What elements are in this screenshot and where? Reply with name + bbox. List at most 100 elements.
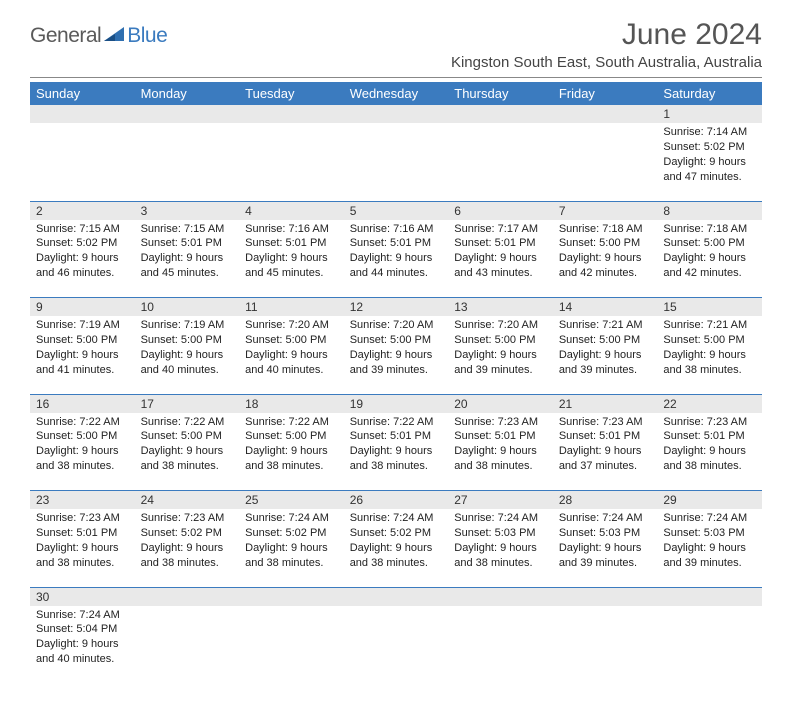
day-number-cell: 18 [239,394,344,413]
week-row: Sunrise: 7:14 AMSunset: 5:02 PMDaylight:… [30,123,762,201]
day-cell: Sunrise: 7:23 AMSunset: 5:01 PMDaylight:… [553,413,658,491]
day-cell: Sunrise: 7:24 AMSunset: 5:02 PMDaylight:… [239,509,344,587]
day-cell: Sunrise: 7:23 AMSunset: 5:01 PMDaylight:… [448,413,553,491]
day-number-cell [553,105,658,123]
day-number-cell [448,587,553,606]
day-cell: Sunrise: 7:14 AMSunset: 5:02 PMDaylight:… [657,123,762,201]
day-number-row: 30 [30,587,762,606]
day-cell-content: Sunrise: 7:18 AMSunset: 5:00 PMDaylight:… [553,220,658,285]
day-cell: Sunrise: 7:16 AMSunset: 5:01 PMDaylight:… [344,220,449,298]
day-number-cell: 28 [553,491,658,510]
day-cell-content: Sunrise: 7:22 AMSunset: 5:00 PMDaylight:… [239,413,344,478]
day-number-cell: 29 [657,491,762,510]
day-cell: Sunrise: 7:19 AMSunset: 5:00 PMDaylight:… [135,316,240,394]
day-number-cell [344,587,449,606]
day-number-cell: 8 [657,201,762,220]
day-cell: Sunrise: 7:22 AMSunset: 5:00 PMDaylight:… [135,413,240,491]
day-cell-content: Sunrise: 7:14 AMSunset: 5:02 PMDaylight:… [657,123,762,188]
logo-triangle-icon [103,25,125,48]
day-cell-content: Sunrise: 7:16 AMSunset: 5:01 PMDaylight:… [239,220,344,285]
day-header: Sunday [30,82,135,105]
day-number-cell [657,587,762,606]
day-number-cell [135,587,240,606]
day-cell-content: Sunrise: 7:17 AMSunset: 5:01 PMDaylight:… [448,220,553,285]
day-cell-content: Sunrise: 7:18 AMSunset: 5:00 PMDaylight:… [657,220,762,285]
day-number-cell: 25 [239,491,344,510]
day-number-cell: 20 [448,394,553,413]
day-cell: Sunrise: 7:15 AMSunset: 5:01 PMDaylight:… [135,220,240,298]
day-number-cell: 4 [239,201,344,220]
day-cell: Sunrise: 7:24 AMSunset: 5:03 PMDaylight:… [657,509,762,587]
day-header: Wednesday [344,82,449,105]
day-number-cell: 13 [448,298,553,317]
week-row: Sunrise: 7:19 AMSunset: 5:00 PMDaylight:… [30,316,762,394]
day-number-cell [448,105,553,123]
day-number-row: 1 [30,105,762,123]
day-number-cell: 16 [30,394,135,413]
day-number-cell: 15 [657,298,762,317]
calendar-page: General Blue June 2024 Kingston South Ea… [0,0,792,702]
day-cell [448,606,553,684]
week-row: Sunrise: 7:22 AMSunset: 5:00 PMDaylight:… [30,413,762,491]
day-cell: Sunrise: 7:21 AMSunset: 5:00 PMDaylight:… [553,316,658,394]
page-subtitle: Kingston South East, South Australia, Au… [451,54,762,71]
day-number-cell [135,105,240,123]
day-cell-content: Sunrise: 7:23 AMSunset: 5:01 PMDaylight:… [448,413,553,478]
day-number-cell: 7 [553,201,658,220]
day-cell-content: Sunrise: 7:24 AMSunset: 5:03 PMDaylight:… [448,509,553,574]
day-header-row: Sunday Monday Tuesday Wednesday Thursday… [30,82,762,105]
day-cell-content: Sunrise: 7:22 AMSunset: 5:01 PMDaylight:… [344,413,449,478]
day-cell: Sunrise: 7:24 AMSunset: 5:03 PMDaylight:… [448,509,553,587]
day-cell-content: Sunrise: 7:20 AMSunset: 5:00 PMDaylight:… [239,316,344,381]
day-cell: Sunrise: 7:22 AMSunset: 5:01 PMDaylight:… [344,413,449,491]
day-number-cell: 23 [30,491,135,510]
day-number-row: 2345678 [30,201,762,220]
logo-text-general: General [30,24,101,48]
day-number-cell: 21 [553,394,658,413]
day-header: Monday [135,82,240,105]
week-row: Sunrise: 7:15 AMSunset: 5:02 PMDaylight:… [30,220,762,298]
day-number-row: 9101112131415 [30,298,762,317]
day-cell [344,123,449,201]
day-cell: Sunrise: 7:16 AMSunset: 5:01 PMDaylight:… [239,220,344,298]
day-header: Thursday [448,82,553,105]
day-number-cell [553,587,658,606]
day-number-row: 16171819202122 [30,394,762,413]
day-number-cell: 19 [344,394,449,413]
page-header: General Blue June 2024 Kingston South Ea… [30,18,762,78]
day-cell-content: Sunrise: 7:24 AMSunset: 5:04 PMDaylight:… [30,606,135,671]
calendar-table: Sunday Monday Tuesday Wednesday Thursday… [30,82,762,684]
day-header: Tuesday [239,82,344,105]
day-number-cell: 6 [448,201,553,220]
day-cell-content: Sunrise: 7:16 AMSunset: 5:01 PMDaylight:… [344,220,449,285]
day-number-cell: 2 [30,201,135,220]
day-cell [30,123,135,201]
day-cell-content: Sunrise: 7:19 AMSunset: 5:00 PMDaylight:… [135,316,240,381]
day-cell-content: Sunrise: 7:22 AMSunset: 5:00 PMDaylight:… [135,413,240,478]
day-number-cell: 24 [135,491,240,510]
day-number-cell: 30 [30,587,135,606]
day-cell-content: Sunrise: 7:15 AMSunset: 5:01 PMDaylight:… [135,220,240,285]
page-title: June 2024 [451,18,762,52]
day-cell [448,123,553,201]
day-number-cell: 17 [135,394,240,413]
day-number-cell: 10 [135,298,240,317]
day-number-cell: 26 [344,491,449,510]
day-number-cell [239,105,344,123]
day-cell-content: Sunrise: 7:23 AMSunset: 5:01 PMDaylight:… [553,413,658,478]
day-cell: Sunrise: 7:22 AMSunset: 5:00 PMDaylight:… [30,413,135,491]
day-number-cell: 27 [448,491,553,510]
day-number-cell: 3 [135,201,240,220]
day-cell [135,123,240,201]
day-number-cell [239,587,344,606]
day-header: Saturday [657,82,762,105]
day-cell: Sunrise: 7:24 AMSunset: 5:03 PMDaylight:… [553,509,658,587]
day-cell-content: Sunrise: 7:23 AMSunset: 5:01 PMDaylight:… [657,413,762,478]
logo-text-blue: Blue [127,24,167,48]
day-cell-content: Sunrise: 7:24 AMSunset: 5:02 PMDaylight:… [239,509,344,574]
calendar-body: 1Sunrise: 7:14 AMSunset: 5:02 PMDaylight… [30,105,762,684]
day-cell: Sunrise: 7:23 AMSunset: 5:01 PMDaylight:… [657,413,762,491]
day-cell-content: Sunrise: 7:24 AMSunset: 5:02 PMDaylight:… [344,509,449,574]
day-cell: Sunrise: 7:21 AMSunset: 5:00 PMDaylight:… [657,316,762,394]
day-cell: Sunrise: 7:20 AMSunset: 5:00 PMDaylight:… [344,316,449,394]
